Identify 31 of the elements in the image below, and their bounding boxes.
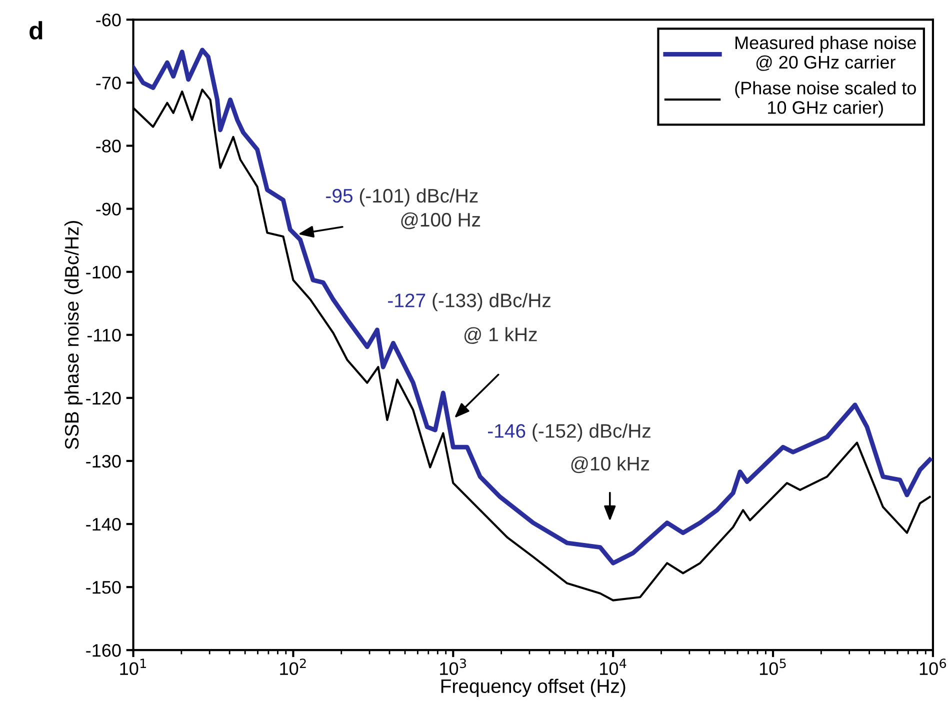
y-tick-label: -80 (96, 140, 121, 152)
y-tick-label: -150 (86, 580, 121, 594)
annotation: -146 (488, 424, 526, 438)
annotation: @ 1 kHz (464, 327, 537, 344)
y-axis-title: SSB phase noise (dBc/Hz) (64, 220, 83, 450)
y-tick-label: -160 (86, 644, 121, 657)
y-tick-label: -90 (96, 202, 121, 216)
x-tick-label: 10$^{2}$ (280, 658, 306, 676)
x-tick-label: 10$^{1}$ (120, 658, 146, 676)
x-axis-title: Frequency offset (Hz) (441, 678, 626, 697)
x-tick-label: 10$^{5}$ (760, 658, 786, 676)
legend-label: (Phase noise scaled to 10 GHz carier) (735, 81, 916, 118)
y-tick-label: -120 (86, 392, 121, 405)
y-tick-label: -70 (96, 76, 121, 90)
annotation: (-152) dBc/Hz (532, 424, 650, 442)
y-tick-label: -100 (86, 266, 121, 279)
y-tick-label: -130 (86, 454, 121, 468)
annotation: -127 (388, 294, 426, 308)
annotation: @10 kHz (571, 456, 650, 474)
annotation: @100 Hz (401, 212, 480, 230)
y-tick-label: -60 (96, 14, 121, 26)
annotation: -95 (326, 188, 352, 203)
y-tick-label: -110 (87, 328, 121, 342)
annotation: (-133) dBc/Hz (432, 293, 550, 312)
x-tick-label: 10$^{4}$ (600, 658, 626, 676)
text: d (30, 21, 42, 40)
x-tick-label: 10$^{6}$ (920, 658, 946, 676)
x-tick-label: 10$^{3}$ (440, 658, 466, 676)
y-tick-label: -140 (86, 518, 121, 531)
annotation: (-101) dBc/Hz (360, 188, 478, 207)
legend-label: Measured phase noise @ 20 GHz carrier (736, 36, 916, 71)
